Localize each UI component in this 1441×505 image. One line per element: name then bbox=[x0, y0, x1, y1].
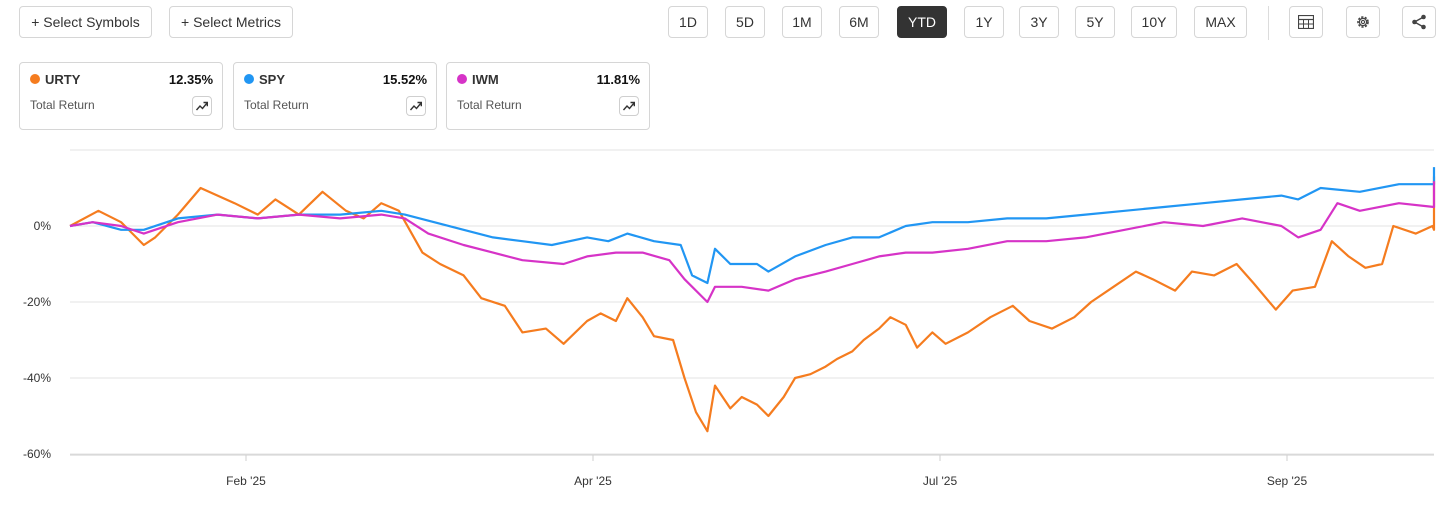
x-tick-label: Sep '25 bbox=[1267, 474, 1308, 488]
range-3y-button[interactable]: 3Y bbox=[1019, 6, 1059, 38]
series-line-urty[interactable] bbox=[69, 175, 1436, 433]
range-1y-button[interactable]: 1Y bbox=[964, 6, 1004, 38]
settings-button[interactable] bbox=[1346, 6, 1380, 38]
legend-card-iwm[interactable]: IWM 11.81% Total Return bbox=[446, 62, 650, 130]
card-value: 12.35% bbox=[168, 72, 213, 87]
y-tick-label: -40% bbox=[23, 371, 51, 385]
share-icon bbox=[1412, 14, 1426, 30]
trend-chart-button[interactable] bbox=[619, 96, 639, 116]
series-color-dot bbox=[30, 74, 40, 84]
y-tick-label: -20% bbox=[23, 295, 51, 309]
y-tick-label: 0% bbox=[34, 219, 52, 233]
range-10y-button[interactable]: 10Y bbox=[1131, 6, 1177, 38]
range-1d-button[interactable]: 1D bbox=[668, 6, 708, 38]
card-symbol: URTY bbox=[45, 72, 81, 87]
trend-chart-button[interactable] bbox=[192, 96, 212, 116]
card-label: Total Return bbox=[457, 98, 522, 112]
range-ytd-button[interactable]: YTD bbox=[897, 6, 947, 38]
total-return-chart[interactable]: 0% -20% -40% -60% Feb '25 Apr '25 Jul '25 Sep '… bbox=[0, 140, 1441, 505]
series-color-dot bbox=[457, 74, 467, 84]
trend-up-icon bbox=[196, 101, 208, 111]
series-line-iwm[interactable] bbox=[69, 181, 1436, 304]
card-label: Total Return bbox=[30, 98, 95, 112]
range-5y-button[interactable]: 5Y bbox=[1075, 6, 1115, 38]
gear-icon bbox=[1357, 16, 1369, 28]
x-tick-label: Jul '25 bbox=[923, 474, 958, 488]
trend-chart-button[interactable] bbox=[406, 96, 426, 116]
select-metrics-button[interactable]: + Select Metrics bbox=[169, 6, 293, 38]
share-button[interactable] bbox=[1402, 6, 1436, 38]
select-symbols-button[interactable]: + Select Symbols bbox=[19, 6, 152, 38]
range-1m-button[interactable]: 1M bbox=[782, 6, 822, 38]
y-tick-label: -60% bbox=[23, 447, 51, 461]
table-icon bbox=[1298, 15, 1314, 29]
card-value: 11.81% bbox=[596, 72, 640, 87]
trend-up-icon bbox=[623, 101, 635, 111]
trend-up-icon bbox=[410, 101, 422, 111]
legend-card-spy[interactable]: SPY 15.52% Total Return bbox=[233, 62, 437, 130]
range-5d-button[interactable]: 5D bbox=[725, 6, 765, 38]
table-view-button[interactable] bbox=[1289, 6, 1323, 38]
toolbar-divider bbox=[1268, 6, 1269, 40]
card-symbol: SPY bbox=[259, 72, 286, 87]
range-6m-button[interactable]: 6M bbox=[839, 6, 879, 38]
card-symbol: IWM bbox=[472, 72, 499, 87]
series-color-dot bbox=[244, 74, 254, 84]
series-line-spy[interactable] bbox=[69, 167, 1436, 285]
x-tick-label: Apr '25 bbox=[574, 474, 612, 488]
range-max-button[interactable]: MAX bbox=[1194, 6, 1247, 38]
card-label: Total Return bbox=[244, 98, 309, 112]
legend-card-urty[interactable]: URTY 12.35% Total Return bbox=[19, 62, 223, 130]
card-value: 15.52% bbox=[382, 72, 427, 87]
x-tick-label: Feb '25 bbox=[226, 474, 266, 488]
